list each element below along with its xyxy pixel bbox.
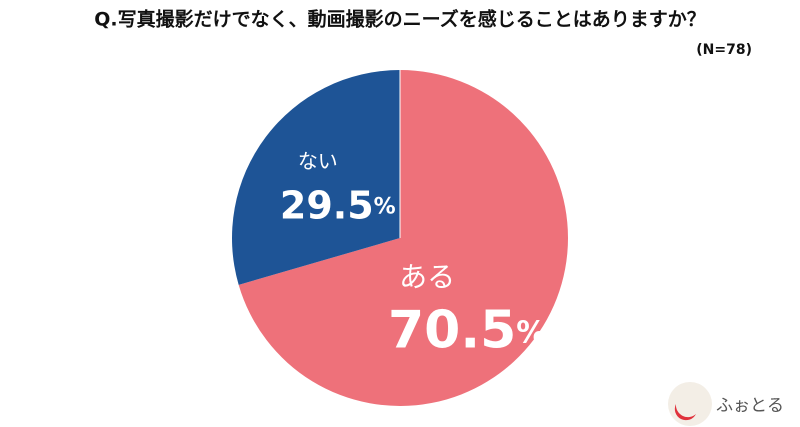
- pie-slice: [238, 70, 568, 406]
- slice-category: ない: [298, 149, 338, 173]
- value-number: 70.5: [388, 300, 516, 360]
- slice-category: ある: [399, 260, 455, 293]
- value-unit: %: [374, 195, 396, 220]
- pie-slice: [231, 70, 400, 285]
- slice-value-label: 29.5%: [280, 183, 396, 227]
- chart-subtitle: (N=78): [696, 42, 752, 58]
- logo-icon: [668, 382, 712, 426]
- value-number: 29.5: [280, 183, 374, 227]
- slice-value-label: 70.5%: [388, 300, 546, 360]
- chart-title: Q.写真撮影だけでなく、動画撮影のニーズを感じることはありますか？: [94, 8, 705, 31]
- value-unit: %: [516, 315, 546, 350]
- logo-text: ふぉとる: [716, 396, 784, 416]
